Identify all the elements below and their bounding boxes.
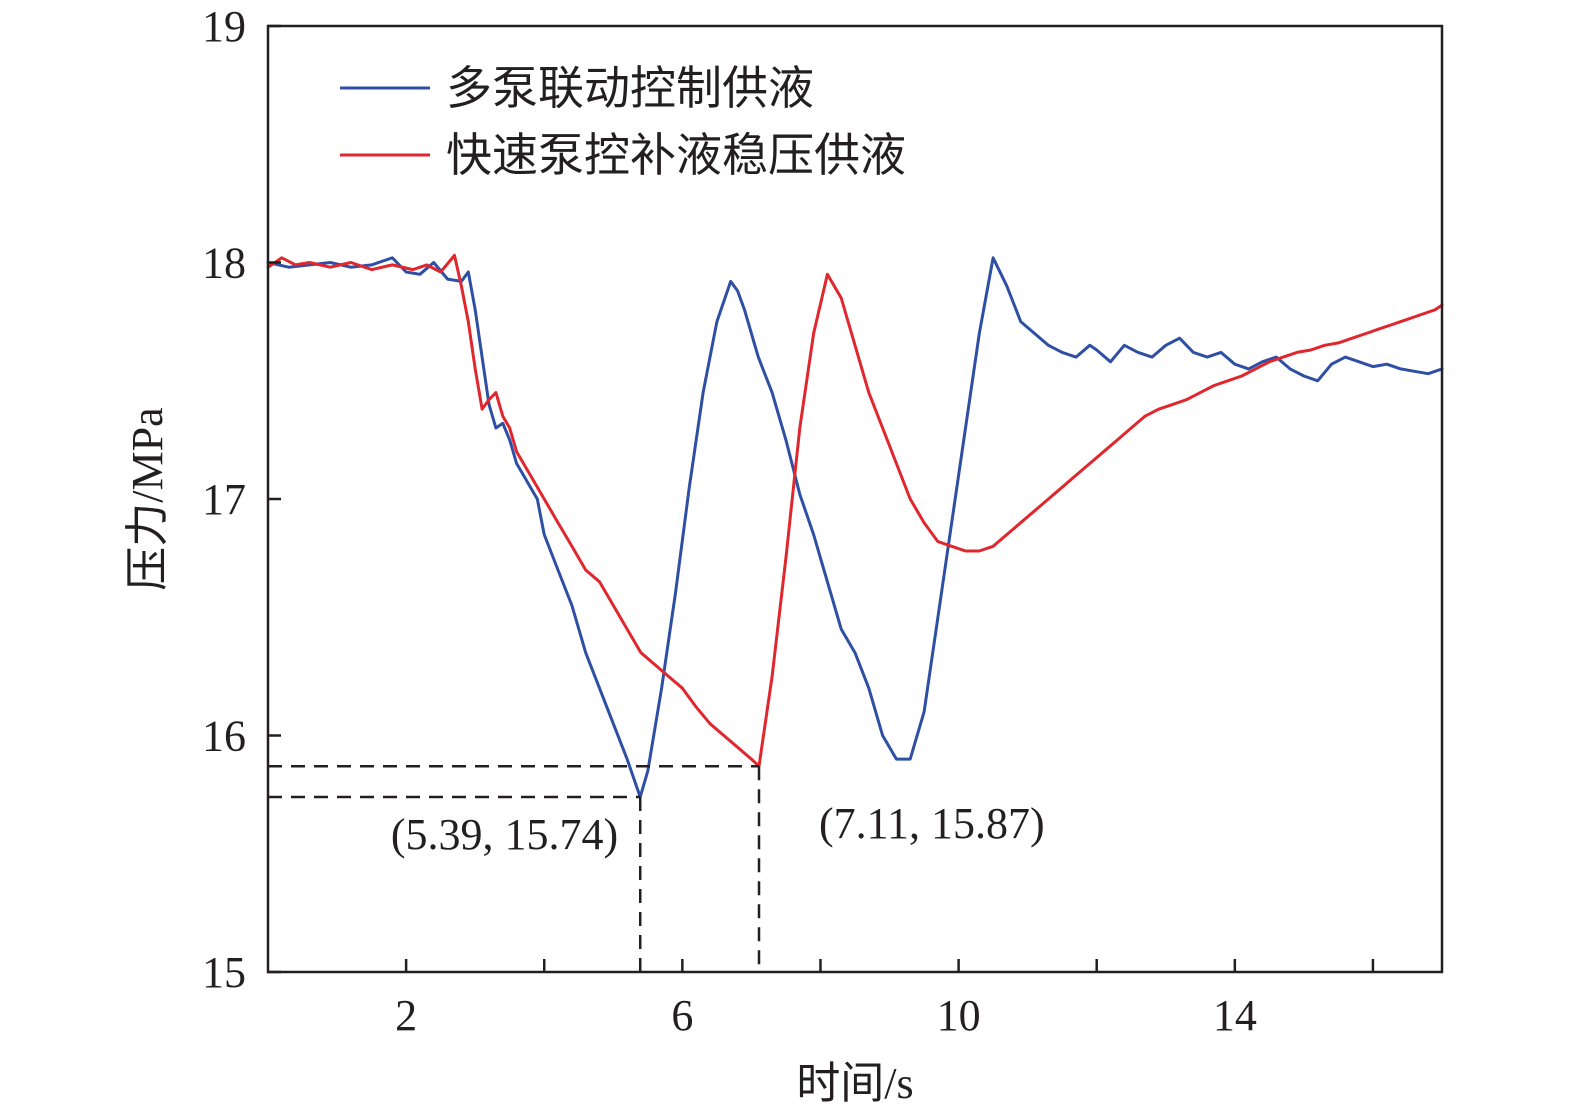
x-tick-label: 6: [671, 991, 693, 1040]
x-axis-title: 时间/s: [796, 1059, 913, 1108]
series-layer: [266, 253, 1444, 799]
tick-layer: 2 6 10 14 15 16 17 18 19: [202, 2, 1375, 1040]
annotation-layer: (5.39, 15.74) (7.11, 15.87): [268, 764, 1045, 972]
y-tick-label: 16: [202, 712, 246, 761]
x-tick-label: 14: [1213, 991, 1257, 1040]
legend-label-1: 多泵联动控制供液: [446, 63, 814, 114]
y-tick-label: 17: [202, 475, 246, 524]
annotation-label: (5.39, 15.74): [391, 810, 618, 859]
x-tick-label: 2: [395, 991, 417, 1040]
y-axis-title: 压力/MPa: [123, 407, 172, 590]
legend-label-2: 快速泵控补液稳压供液: [446, 130, 906, 181]
y-tick-label: 15: [202, 948, 246, 997]
y-tick-label: 18: [202, 239, 246, 288]
annotation-label: (7.11, 15.87): [819, 799, 1045, 848]
x-tick-label: 10: [937, 991, 981, 1040]
series-line-2: [266, 253, 1444, 768]
y-tick-label: 19: [202, 2, 246, 51]
series-line-1: [266, 256, 1444, 799]
